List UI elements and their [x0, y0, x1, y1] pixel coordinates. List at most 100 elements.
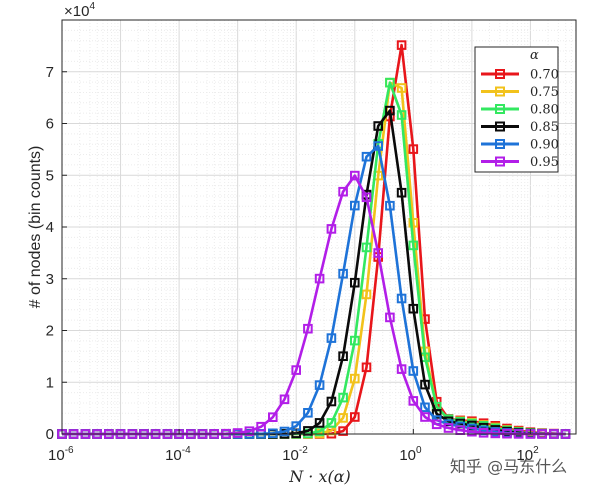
x-tick-label: 10-2 [282, 445, 308, 464]
data-point [350, 200, 360, 211]
y-tick-label: 3 [46, 271, 54, 288]
data-point [314, 418, 325, 428]
data-point [232, 428, 243, 438]
y-tick-label: 0 [46, 426, 54, 443]
data-point [338, 186, 348, 197]
data-point [408, 396, 419, 406]
x-tick-base: 10 [399, 447, 416, 464]
data-point [291, 365, 301, 375]
data-point [490, 428, 501, 439]
data-point [326, 333, 337, 343]
data-point [408, 366, 419, 376]
x-axis-ticks: 10-6 10-4 10-2 100 102 [48, 429, 539, 464]
y-axis-ticks: 0 1 2 3 4 5 6 7 [46, 64, 67, 443]
data-point [408, 303, 419, 314]
data-point [420, 402, 430, 413]
legend-label: 0.70 [530, 68, 559, 83]
data-point [478, 428, 489, 438]
legend-entry-0.75: 0.75 [481, 85, 559, 100]
y-axis-title: # of nodes (bin counts) [27, 146, 44, 309]
legend-marker [495, 139, 505, 149]
x-tick-exponent: -2 [299, 445, 308, 456]
x-tick-exponent: -4 [182, 445, 191, 456]
data-point [467, 426, 477, 437]
x-tick-exponent: 2 [533, 445, 539, 456]
data-point [408, 218, 419, 228]
data-point [396, 364, 407, 374]
x-tick-base: 10 [48, 447, 65, 464]
x-axis-title: N · x(α) [288, 467, 351, 486]
data-point [385, 200, 395, 211]
data-point [303, 323, 313, 334]
data-point [373, 248, 383, 258]
y-tick-label: 6 [46, 116, 54, 133]
data-point [338, 268, 348, 279]
y-tick-label: 5 [46, 167, 54, 184]
legend-title: α [530, 48, 539, 63]
data-point [279, 394, 290, 405]
data-point [303, 408, 313, 418]
grid [61, 19, 577, 435]
data-point [361, 151, 372, 162]
data-point [361, 192, 372, 203]
data-point [338, 426, 348, 436]
x-tick-label: 10-4 [165, 445, 191, 464]
data-point [396, 110, 407, 120]
y-tick-label: 1 [46, 374, 54, 391]
data-point [396, 40, 407, 50]
data-point [350, 170, 360, 181]
legend-label: 0.85 [530, 120, 559, 135]
data-point [431, 409, 442, 419]
legend-marker [495, 121, 505, 132]
legend-label: 0.80 [530, 103, 559, 118]
data-point [396, 187, 407, 198]
data-point [361, 289, 372, 300]
x-tick-label: 102 [516, 445, 539, 464]
legend-entry-0.95: 0.95 [481, 155, 559, 170]
x-tick-exponent: -6 [65, 445, 74, 456]
legend: α 0.70 0.75 0.80 0.85 0.90 0.95 [474, 46, 559, 173]
legend-marker [495, 104, 505, 114]
legend-marker [495, 69, 505, 79]
data-point [385, 105, 395, 116]
data-point [431, 419, 442, 430]
data-point [326, 418, 337, 428]
y-multiplier: ×104 [64, 1, 95, 20]
data-point [408, 240, 419, 251]
data-point [314, 380, 325, 390]
legend-entry-0.90: 0.90 [481, 138, 559, 153]
data-point [396, 83, 407, 93]
data-point [420, 412, 430, 422]
legend-marker [495, 156, 505, 167]
data-point [244, 426, 255, 436]
x-tick-base: 10 [516, 447, 533, 464]
y-tick-label: 2 [46, 323, 54, 340]
legend-marker [495, 86, 505, 97]
data-point [385, 312, 395, 323]
x-tick-base: 10 [282, 447, 299, 464]
watermark: 知乎 @马东什么 [450, 457, 567, 476]
data-point [350, 373, 360, 384]
data-point [443, 423, 454, 433]
data-point [361, 242, 372, 253]
legend-label: 0.90 [530, 138, 559, 153]
legend-label: 0.95 [530, 155, 559, 170]
legend-entry-0.85: 0.85 [481, 120, 559, 135]
x-tick-exponent: 0 [416, 445, 422, 456]
data-point [350, 412, 360, 422]
legend-label: 0.75 [530, 85, 559, 100]
data-point [256, 421, 266, 432]
data-point [279, 426, 290, 437]
data-point [385, 77, 395, 88]
data-point [361, 362, 372, 373]
data-point [373, 141, 383, 151]
data-point [268, 428, 278, 439]
data-point [373, 121, 383, 131]
x-tick-base: 10 [165, 447, 182, 464]
data-point [338, 392, 348, 403]
data-point [338, 413, 348, 423]
data-point [408, 144, 419, 154]
legend-entry-0.70: 0.70 [481, 68, 559, 83]
data-point [350, 335, 360, 346]
